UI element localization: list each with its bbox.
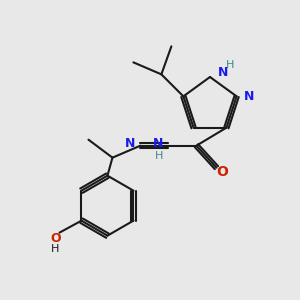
Text: N: N [153,137,164,150]
Text: N: N [218,65,228,79]
Text: N: N [125,137,136,150]
Text: H: H [226,60,234,70]
Text: H: H [51,244,60,254]
Text: H: H [155,151,164,161]
Text: N: N [244,90,254,103]
Text: O: O [50,232,61,245]
Text: O: O [217,165,228,179]
